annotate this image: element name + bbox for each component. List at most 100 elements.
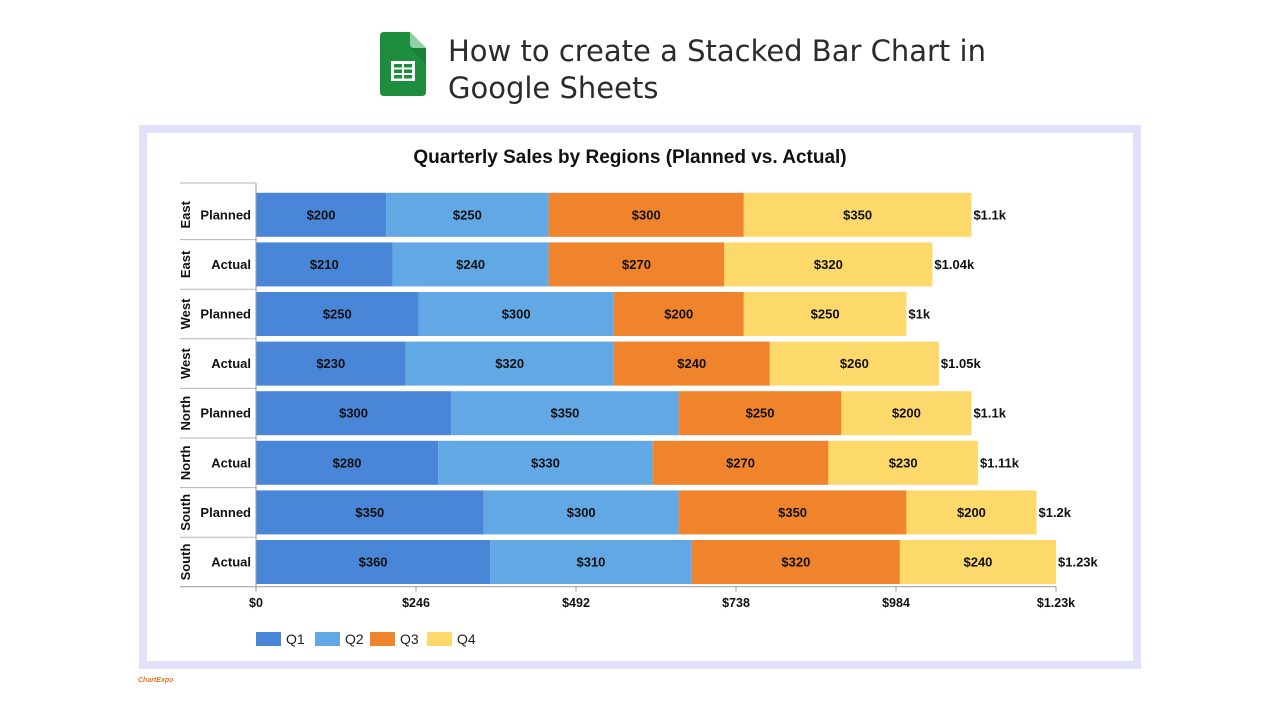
bar-segment-q1 [256, 341, 406, 386]
data-label: $360 [359, 555, 388, 570]
data-label: $250 [811, 307, 840, 322]
data-label: $200 [664, 307, 693, 322]
total-label: $1.23k [1058, 555, 1099, 570]
total-label: $1.11k [980, 455, 1020, 470]
x-tick-label: $984 [882, 596, 910, 610]
data-label: $320 [781, 555, 810, 570]
bar-segment-q4 [769, 341, 939, 386]
bar-segment-q2 [386, 192, 549, 237]
bar-segment-q3 [613, 341, 770, 386]
bar-segment-q1 [256, 192, 387, 237]
region-label: West [178, 348, 193, 379]
data-label: $200 [957, 505, 986, 520]
stacked-bar-chart: Quarterly Sales by Regions (Planned vs. … [178, 147, 1099, 647]
data-label: $350 [550, 406, 579, 421]
x-tick-label: $0 [249, 596, 263, 610]
x-tick-label: $246 [402, 596, 430, 610]
page-header: How to create a Stacked Bar Chart in Goo… [380, 32, 1068, 105]
bar-segment-q2 [438, 440, 653, 485]
row-label: Planned [200, 307, 251, 322]
bars-layer: $200 $250 $300 $350 $1.1k $210 $240 $270 $320 $1.… [256, 192, 1099, 584]
data-label: $330 [531, 455, 560, 470]
row-label: Actual [211, 455, 251, 470]
data-label: $300 [339, 406, 368, 421]
row-label: Actual [211, 356, 251, 371]
bar-segment-q3 [613, 292, 744, 336]
bar-segment-q1 [256, 440, 439, 485]
data-label: $350 [843, 207, 872, 222]
region-label: North [178, 396, 193, 431]
bar-segment-q3 [548, 242, 725, 287]
region-label: East [178, 200, 193, 228]
legend-label: Q3 [400, 631, 419, 647]
data-label: $240 [456, 257, 485, 272]
region-label: South [178, 494, 193, 531]
bar-segment-q2 [490, 540, 692, 584]
data-label: $280 [333, 455, 362, 470]
data-label: $310 [576, 555, 605, 570]
region-label: South [178, 544, 193, 581]
legend-label: Q4 [457, 631, 476, 647]
total-label: $1.2k [1038, 505, 1071, 520]
row-label: Actual [211, 257, 251, 272]
chart-title: Quarterly Sales by Regions (Planned vs. … [413, 147, 846, 168]
bar-segment-q3 [678, 490, 907, 535]
bar-segment-q2 [483, 490, 679, 535]
legend-swatch-q3 [370, 632, 395, 646]
data-label: $230 [889, 455, 918, 470]
data-label: $320 [814, 257, 843, 272]
x-tick-label: $492 [562, 596, 590, 610]
legend-swatch-q1 [256, 632, 281, 646]
bar-segment-q4 [899, 540, 1056, 584]
region-label: East [178, 250, 193, 278]
x-tick-label: $738 [722, 596, 750, 610]
data-label: $250 [453, 207, 482, 222]
legend-label: Q1 [286, 631, 305, 647]
data-label: $270 [622, 257, 651, 272]
region-label: West [178, 298, 193, 329]
data-label: $270 [726, 455, 755, 470]
data-label: $230 [316, 356, 345, 371]
total-label: $1.04k [934, 257, 975, 272]
bar-segment-q4 [828, 440, 978, 485]
bar-segment-q4 [724, 242, 933, 287]
row-label: Planned [200, 406, 251, 421]
total-label: $1.05k [941, 356, 982, 371]
bar-segment-q4 [743, 292, 907, 336]
bar-segment-q1 [256, 242, 393, 287]
row-label: Planned [200, 207, 251, 222]
axis-layer: Planned East Actual East Planned West Actual We… [178, 182, 1075, 610]
total-label: $1.1k [973, 207, 1006, 222]
chart-frame: Quarterly Sales by Regions (Planned vs. … [139, 125, 1141, 669]
bar-segment-q1 [256, 292, 419, 336]
data-label: $240 [963, 555, 992, 570]
google-sheets-icon [380, 32, 426, 96]
chartexpo-logo-icon: ChartExpo [138, 677, 174, 684]
bar-segment-q1 [256, 391, 452, 436]
bar-segment-q3 [652, 440, 829, 485]
data-label: $350 [778, 505, 807, 520]
x-tick-label: $1.23k [1037, 596, 1075, 610]
data-label: $300 [502, 307, 531, 322]
data-label: $260 [840, 356, 869, 371]
bar-segment-q1 [256, 490, 484, 535]
data-label: $210 [310, 257, 339, 272]
data-label: $320 [495, 356, 524, 371]
row-label: Actual [211, 555, 251, 570]
legend-swatch-q2 [315, 632, 340, 646]
bar-segment-q4 [743, 192, 972, 237]
legend-swatch-q4 [427, 632, 452, 646]
bar-segment-q2 [392, 242, 549, 287]
total-label: $1.1k [973, 406, 1006, 421]
data-label: $300 [632, 207, 661, 222]
data-label: $200 [892, 406, 921, 421]
legend-label: Q2 [345, 631, 364, 647]
data-label: $240 [677, 356, 706, 371]
data-label: $300 [567, 505, 596, 520]
bar-segment-q2 [405, 341, 614, 386]
legend: Q1 Q2 Q3 Q4 [256, 631, 476, 647]
bar-segment-q2 [451, 391, 679, 436]
page-title: How to create a Stacked Bar Chart in Goo… [448, 34, 986, 105]
data-label: $200 [307, 207, 336, 222]
row-label: Planned [200, 505, 251, 520]
